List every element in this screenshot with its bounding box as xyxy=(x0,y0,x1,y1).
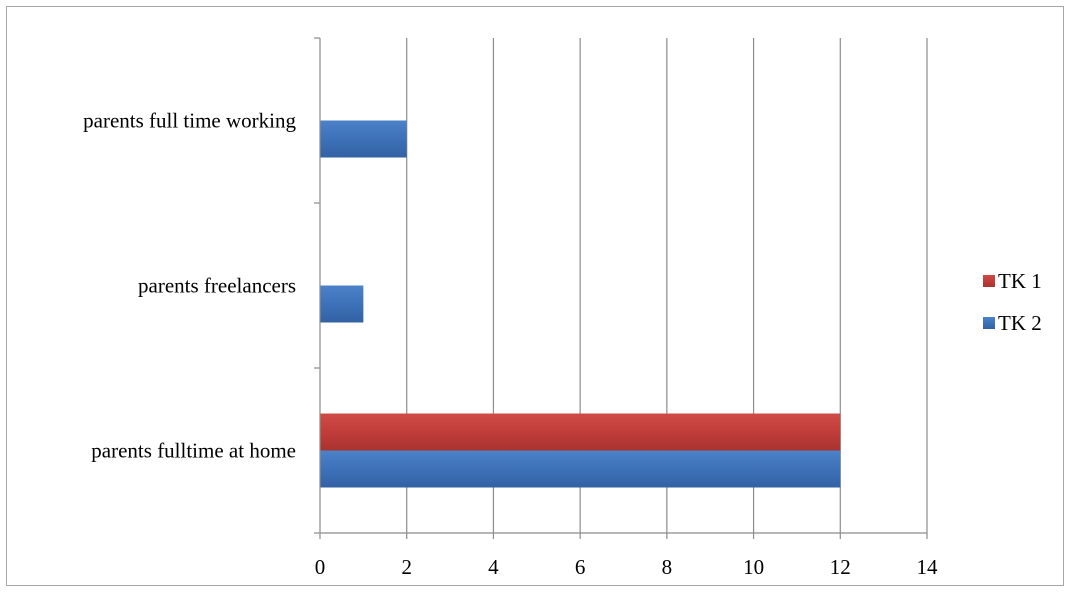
legend: TK 1 TK 2 xyxy=(983,269,1042,335)
bar-tk-2 xyxy=(320,450,841,488)
legend-label: TK 1 xyxy=(998,269,1042,293)
legend-swatch xyxy=(983,317,995,329)
bar-tk-2 xyxy=(320,120,407,158)
legend-swatch xyxy=(983,275,995,287)
x-tick-label: 14 xyxy=(917,555,939,579)
bar-tk-1 xyxy=(320,413,841,451)
x-tick-label: 2 xyxy=(401,555,412,579)
bar-tk-2 xyxy=(320,285,364,323)
x-tick-label: 6 xyxy=(575,555,586,579)
x-tick-label: 8 xyxy=(662,555,673,579)
category-label: parents freelancers xyxy=(138,274,296,298)
x-tick-label: 12 xyxy=(830,555,851,579)
x-tick-label: 0 xyxy=(315,555,326,579)
label-layer: 0 2 4 6 8 10 12 14 parents fulltime at home paren… xyxy=(83,109,938,580)
category-label: parents full time working xyxy=(83,109,296,133)
chart-frame xyxy=(6,6,1064,586)
x-tick-label: 4 xyxy=(488,555,499,579)
x-tick-label: 10 xyxy=(743,555,764,579)
bar-layer xyxy=(320,120,841,488)
axis-layer xyxy=(314,37,928,539)
category-label: parents fulltime at home xyxy=(91,439,296,463)
legend-label: TK 2 xyxy=(998,311,1042,335)
